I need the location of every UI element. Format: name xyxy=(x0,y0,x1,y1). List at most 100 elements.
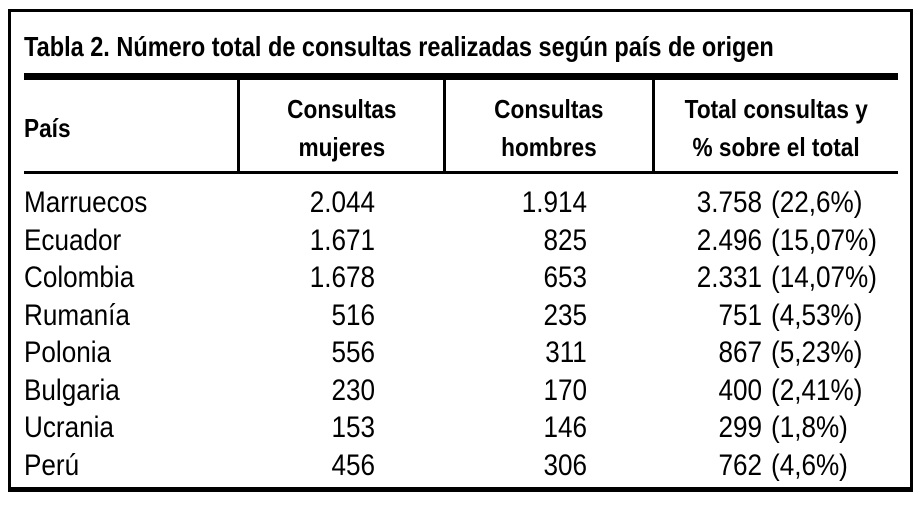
country-name: Rumanía xyxy=(24,298,130,332)
total-number: 867 xyxy=(652,334,762,372)
value-mujeres: 456 xyxy=(331,448,375,482)
cell-total: 762 (4,6%) xyxy=(652,447,898,485)
value-hombres: 311 xyxy=(545,336,587,369)
table-row: Bulgaria 230 170 400 (2,41%) xyxy=(24,372,898,410)
total-number: 751 xyxy=(652,297,762,335)
cell-country: Ecuador xyxy=(24,222,237,260)
cell-consultas-mujeres: 516 xyxy=(237,297,443,335)
total-percentage: (2,41%) xyxy=(771,372,876,410)
cell-country: Ucrania xyxy=(24,409,237,447)
country-name: Marruecos xyxy=(24,186,148,219)
value-total: 867 xyxy=(718,336,762,369)
country-name: Perú xyxy=(24,448,80,482)
total-percentage: (1,8%) xyxy=(771,409,859,447)
value-hombres: 1.914 xyxy=(521,186,587,219)
cell-consultas-hombres: 1.914 xyxy=(443,184,652,222)
value-mujeres: 230 xyxy=(331,373,375,407)
value-percentage: (2,41%) xyxy=(771,373,863,407)
table-body: Marruecos 2.044 1.914 3.758 (22,6%) Ecua… xyxy=(11,174,910,484)
value-percentage: (15,07%) xyxy=(771,223,877,257)
value-total: 751 xyxy=(718,298,762,332)
cell-total: 867 (5,23%) xyxy=(652,334,898,372)
value-total: 299 xyxy=(718,411,762,444)
value-mujeres: 153 xyxy=(331,411,375,444)
cell-country: Bulgaria xyxy=(24,372,237,410)
header-cell-pais: País xyxy=(24,80,237,171)
country-name: Ucrania xyxy=(24,411,114,444)
cell-consultas-hombres: 170 xyxy=(443,372,652,410)
value-percentage: (4,6%) xyxy=(771,448,848,482)
country-name: Ecuador xyxy=(24,223,122,257)
value-mujeres: 1.678 xyxy=(309,261,375,294)
table-row: Polonia 556 311 867 (5,23%) xyxy=(24,334,898,372)
cell-country: Polonia xyxy=(24,334,237,372)
header-label-line2: hombres xyxy=(501,131,597,162)
cell-consultas-hombres: 235 xyxy=(443,297,652,335)
value-hombres: 825 xyxy=(543,223,587,257)
total-number: 2.331 xyxy=(652,259,762,297)
header-label-pais: País xyxy=(24,112,71,143)
total-percentage: (15,07%) xyxy=(771,222,893,260)
header-divider-rule xyxy=(24,171,898,174)
total-number: 299 xyxy=(652,409,762,447)
cell-total: 3.758 (22,6%) xyxy=(652,184,898,222)
cell-total: 400 (2,41%) xyxy=(652,372,898,410)
value-percentage: (5,23%) xyxy=(771,336,863,369)
table-row: Rumanía 516 235 751 (4,53%) xyxy=(24,297,898,335)
cell-consultas-mujeres: 1.671 xyxy=(237,222,443,260)
cell-country: Perú xyxy=(24,447,237,485)
cell-consultas-hombres: 825 xyxy=(443,222,652,260)
value-hombres: 170 xyxy=(543,373,587,407)
value-mujeres: 1.671 xyxy=(309,223,375,257)
total-percentage: (4,53%) xyxy=(771,297,876,335)
cell-consultas-mujeres: 2.044 xyxy=(237,184,443,222)
total-number: 2.496 xyxy=(652,222,762,260)
header-label-line1: Total consultas y xyxy=(684,93,869,124)
cell-consultas-mujeres: 1.678 xyxy=(237,259,443,297)
value-hombres: 653 xyxy=(543,261,587,294)
total-number: 762 xyxy=(652,447,762,485)
total-percentage: (4,6%) xyxy=(771,447,859,485)
cell-consultas-mujeres: 456 xyxy=(237,447,443,485)
cell-total: 2.331 (14,07%) xyxy=(652,259,898,297)
cell-country: Rumanía xyxy=(24,297,237,335)
table-row: Ecuador 1.671 825 2.496 (15,07%) xyxy=(24,222,898,260)
cell-country: Colombia xyxy=(24,259,237,297)
header-label-line2: mujeres xyxy=(298,131,385,162)
cell-consultas-mujeres: 153 xyxy=(237,409,443,447)
country-name: Bulgaria xyxy=(24,373,120,407)
table-title-text: Tabla 2. Número total de consultas reali… xyxy=(24,31,774,62)
value-percentage: (1,8%) xyxy=(771,411,848,444)
value-total: 2.496 xyxy=(696,223,762,257)
value-total: 2.331 xyxy=(696,261,762,294)
title-divider-rule xyxy=(24,73,898,80)
value-percentage: (4,53%) xyxy=(771,298,863,332)
value-mujeres: 2.044 xyxy=(309,186,375,219)
cell-total: 751 (4,53%) xyxy=(652,297,898,335)
cell-total: 299 (1,8%) xyxy=(652,409,898,447)
value-hombres: 306 xyxy=(543,448,587,482)
value-total: 3.758 xyxy=(696,186,762,219)
header-label-line2: % sobre el total xyxy=(692,131,861,162)
cell-consultas-mujeres: 556 xyxy=(237,334,443,372)
header-label-line1: Consultas xyxy=(286,93,397,124)
table-row: Marruecos 2.044 1.914 3.758 (22,6%) xyxy=(24,184,898,222)
table-row: Ucrania 153 146 299 (1,8%) xyxy=(24,409,898,447)
cell-consultas-mujeres: 230 xyxy=(237,372,443,410)
header-cell-consultas-mujeres: Consultas mujeres xyxy=(237,80,443,171)
value-mujeres: 556 xyxy=(331,336,375,369)
total-number: 400 xyxy=(652,372,762,410)
value-total: 762 xyxy=(718,448,762,482)
value-percentage: (22,6%) xyxy=(771,186,863,219)
country-name: Colombia xyxy=(24,261,135,294)
header-label-line1: Consultas xyxy=(494,93,604,124)
cell-country: Marruecos xyxy=(24,184,237,222)
total-number: 3.758 xyxy=(652,184,762,222)
table-container: Tabla 2. Número total de consultas reali… xyxy=(8,9,913,492)
cell-total: 2.496 (15,07%) xyxy=(652,222,898,260)
value-total: 400 xyxy=(718,373,762,407)
value-hombres: 146 xyxy=(543,411,587,444)
cell-consultas-hombres: 146 xyxy=(443,409,652,447)
value-mujeres: 516 xyxy=(331,298,375,332)
table-title: Tabla 2. Número total de consultas reali… xyxy=(24,29,898,65)
